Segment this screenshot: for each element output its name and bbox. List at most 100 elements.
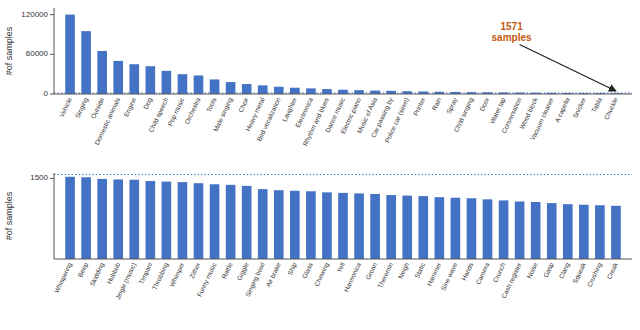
x-tick-label: Static bbox=[413, 261, 427, 279]
bars bbox=[54, 175, 632, 259]
bar bbox=[65, 177, 75, 259]
x-tick-label: Choir bbox=[237, 96, 250, 114]
bar bbox=[306, 191, 316, 259]
annotation-arrow bbox=[520, 45, 616, 91]
bar bbox=[563, 204, 573, 259]
bar bbox=[418, 196, 428, 259]
bar bbox=[113, 179, 123, 259]
bar bbox=[483, 199, 493, 259]
bar bbox=[162, 182, 172, 259]
reference-line bbox=[54, 174, 632, 175]
bar bbox=[386, 195, 396, 259]
x-tick-label: Male singing bbox=[212, 96, 235, 133]
x-tick-label: Hammer bbox=[425, 261, 442, 287]
bar bbox=[274, 190, 284, 259]
bar bbox=[162, 71, 172, 94]
x-tick-label: Rain bbox=[430, 96, 442, 111]
x-tick-label: Clang bbox=[557, 261, 572, 280]
x-tick-label: Hubbub bbox=[105, 261, 121, 285]
x-tick-label: Creak bbox=[605, 261, 619, 280]
bar bbox=[65, 15, 75, 94]
bar bbox=[515, 201, 525, 259]
y-tick bbox=[50, 54, 54, 55]
y-axis-line bbox=[54, 173, 55, 259]
x-tick-label: Gasp bbox=[542, 261, 556, 279]
x-tick-label: Timpani bbox=[137, 261, 154, 285]
x-tick-label: Whispering bbox=[53, 261, 74, 294]
x-tick-label: Snicker bbox=[571, 96, 587, 119]
x-tick-label: Orchestra bbox=[183, 96, 202, 125]
x-tick-label: Vehicle bbox=[58, 96, 73, 118]
bar bbox=[354, 193, 364, 259]
bar bbox=[81, 31, 91, 94]
x-tick-label: Child singing bbox=[452, 96, 475, 133]
x-tick-label: Squeak bbox=[571, 261, 588, 285]
x-tick-label: Neigh bbox=[397, 261, 412, 280]
bar bbox=[547, 203, 557, 259]
x-tick-label: Engine bbox=[122, 96, 138, 118]
x-axis-line bbox=[54, 259, 632, 260]
bar bbox=[210, 79, 220, 94]
x-tick-label: Printer bbox=[412, 96, 427, 117]
bar bbox=[194, 183, 204, 259]
x-tick-label: Police car (siren) bbox=[383, 96, 411, 144]
x-tick-label: Groan bbox=[364, 261, 378, 281]
x-tick-label: Glass bbox=[300, 261, 314, 280]
y-axis-label: #of samples bbox=[4, 26, 14, 75]
bar bbox=[97, 51, 107, 94]
bar bbox=[611, 206, 621, 259]
y-tick bbox=[50, 14, 54, 15]
x-tick-label: Dog bbox=[142, 96, 154, 111]
x-tick-label: Rhythm and blues bbox=[301, 96, 331, 148]
bar bbox=[129, 180, 139, 259]
bars bbox=[54, 15, 632, 94]
y-tick-label: 60000 bbox=[26, 49, 49, 58]
x-tick-label: A capella bbox=[553, 96, 572, 124]
y-axis-line bbox=[54, 8, 55, 94]
x-tick-label: Camera bbox=[474, 261, 490, 285]
x-tick-label: Chewing bbox=[313, 261, 331, 288]
x-tick-label: Theremin bbox=[376, 261, 394, 289]
bar bbox=[97, 179, 107, 259]
y-tick-label: 1500 bbox=[30, 173, 48, 182]
bar bbox=[258, 85, 268, 94]
x-tick-label: Jingle (music) bbox=[114, 261, 138, 301]
bar bbox=[242, 186, 252, 259]
y-tick-label: 0 bbox=[44, 89, 49, 98]
bar bbox=[451, 198, 461, 259]
x-tick-label: Door bbox=[478, 96, 491, 112]
x-tick-label: Vacuum cleaner bbox=[529, 96, 555, 142]
bar bbox=[226, 82, 236, 94]
y-tick-label: 120000 bbox=[21, 10, 48, 19]
bar bbox=[338, 90, 348, 94]
bar bbox=[258, 189, 268, 259]
chart-root: 0 60000 120000 #of samples VehicleSingingOut… bbox=[0, 0, 640, 330]
bar bbox=[435, 197, 445, 259]
x-tick-label: Whimper bbox=[168, 261, 187, 289]
bar bbox=[370, 194, 380, 259]
x-tick-label: Ship bbox=[286, 261, 299, 277]
bar bbox=[531, 202, 541, 259]
x-tick-label: Singing bowl bbox=[244, 261, 267, 298]
x-axis-line bbox=[54, 94, 632, 95]
x-tick-label: Yell bbox=[335, 261, 346, 274]
bar bbox=[146, 181, 156, 259]
bar bbox=[129, 64, 139, 94]
bar bbox=[467, 198, 477, 259]
x-tick-label: Zither bbox=[188, 261, 202, 280]
x-tick-label: Crushing bbox=[586, 261, 604, 288]
x-tick-label: Noise bbox=[525, 261, 539, 279]
x-tick-label: Rattle bbox=[220, 261, 234, 280]
bar bbox=[146, 66, 156, 94]
reference-line bbox=[54, 92, 632, 93]
x-tick-label: Outside bbox=[89, 96, 105, 120]
x-tick-label: Chuckle bbox=[603, 96, 619, 121]
x-tick-label: Tools bbox=[205, 96, 218, 113]
bar bbox=[178, 74, 188, 94]
x-tick-label: Singing bbox=[74, 96, 91, 119]
panel: 0 60000 120000 #of samples VehicleSingingOut… bbox=[4, 8, 632, 147]
x-tick-label: Hands bbox=[460, 261, 475, 282]
x-tick-label: Funny music bbox=[196, 261, 219, 298]
bar bbox=[210, 184, 220, 259]
x-tick-label: Giggle bbox=[235, 261, 250, 282]
